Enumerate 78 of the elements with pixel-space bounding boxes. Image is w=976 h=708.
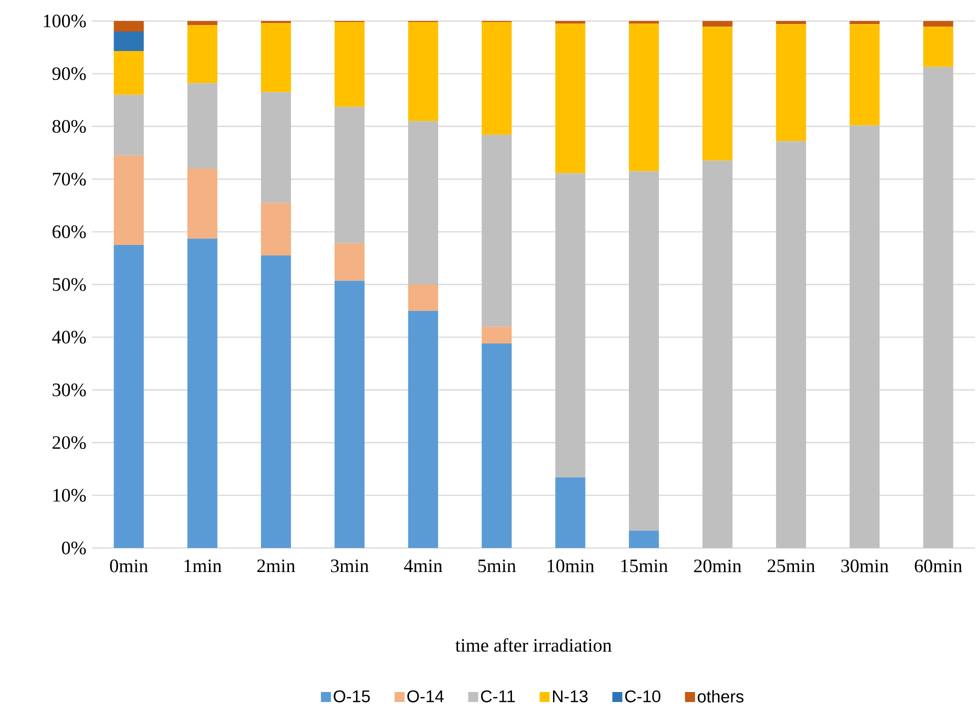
bar bbox=[114, 155, 144, 245]
y-tick-label: 80% bbox=[52, 120, 86, 133]
x-tick-label: 5min bbox=[478, 560, 516, 572]
bar bbox=[628, 20, 659, 24]
y-tick-label: 10% bbox=[53, 488, 86, 502]
bar bbox=[482, 22, 512, 135]
bar bbox=[260, 92, 291, 203]
legend-label: C-10 bbox=[625, 690, 660, 702]
x-tick-label: 20min bbox=[694, 560, 742, 572]
bar bbox=[187, 20, 218, 26]
legend-label: O-14 bbox=[407, 690, 444, 702]
bar bbox=[334, 106, 365, 244]
bar bbox=[628, 24, 659, 172]
bar bbox=[776, 24, 806, 142]
x-tick-label: 0min bbox=[110, 560, 148, 572]
x-tick-label: 1min bbox=[184, 560, 222, 572]
bar bbox=[408, 121, 438, 284]
legend-label: others bbox=[698, 690, 744, 703]
y-tick-label: 90% bbox=[52, 67, 86, 80]
bar bbox=[114, 20, 144, 32]
bar bbox=[334, 280, 365, 548]
x-tick-label: 15min bbox=[621, 560, 668, 572]
bar bbox=[260, 202, 291, 256]
bar bbox=[408, 284, 438, 311]
bar bbox=[555, 173, 586, 478]
bar bbox=[260, 23, 291, 92]
bar bbox=[114, 32, 144, 52]
bar bbox=[187, 238, 218, 548]
x-tick-label: 30min bbox=[841, 560, 889, 572]
legend-label: C-11 bbox=[481, 690, 515, 702]
bar bbox=[555, 24, 586, 174]
x-tick-label: 10min bbox=[548, 560, 594, 572]
bar bbox=[408, 22, 438, 122]
x-tick-label: 25min bbox=[768, 560, 815, 572]
legend-label: N-13 bbox=[553, 690, 588, 702]
x-tick-label: 60min bbox=[914, 560, 962, 572]
y-tick-label: 50% bbox=[52, 278, 86, 291]
bar bbox=[260, 20, 291, 24]
x-tick-label: 4min bbox=[404, 560, 442, 572]
bar bbox=[114, 244, 144, 548]
bar bbox=[187, 83, 218, 169]
y-tick-label: 60% bbox=[52, 225, 86, 238]
bar bbox=[628, 171, 659, 531]
x-tick-label: 2min bbox=[257, 560, 296, 572]
bar bbox=[850, 24, 880, 126]
y-tick-label: 100% bbox=[44, 14, 86, 28]
bar bbox=[334, 243, 365, 281]
y-tick-label: 70% bbox=[53, 172, 86, 186]
bar bbox=[555, 20, 586, 24]
bar bbox=[482, 326, 512, 344]
bar bbox=[334, 22, 365, 107]
y-tick-label: 0% bbox=[62, 542, 86, 554]
bar bbox=[923, 26, 954, 67]
bar bbox=[114, 51, 144, 95]
bar bbox=[482, 344, 512, 548]
x-tick-label: 3min bbox=[330, 560, 369, 572]
y-tick-label: 20% bbox=[52, 436, 86, 450]
bar bbox=[923, 20, 954, 27]
x-axis-title: time after irradiation bbox=[455, 638, 612, 652]
bar bbox=[408, 310, 438, 548]
bar bbox=[850, 125, 880, 548]
bar bbox=[702, 160, 732, 548]
y-tick-label: 30% bbox=[52, 383, 86, 396]
legend-label: O-15 bbox=[334, 690, 370, 702]
bar bbox=[114, 94, 144, 156]
bar bbox=[628, 530, 659, 548]
bar bbox=[260, 256, 291, 548]
bar bbox=[187, 168, 218, 239]
bar bbox=[187, 25, 218, 84]
bar bbox=[776, 141, 806, 548]
bar bbox=[702, 26, 732, 161]
bar bbox=[776, 20, 806, 24]
bar bbox=[923, 66, 954, 548]
bar bbox=[850, 20, 880, 24]
bar bbox=[482, 134, 512, 327]
bar bbox=[555, 477, 586, 548]
y-tick-label: 40% bbox=[52, 330, 86, 344]
bar bbox=[702, 20, 732, 27]
